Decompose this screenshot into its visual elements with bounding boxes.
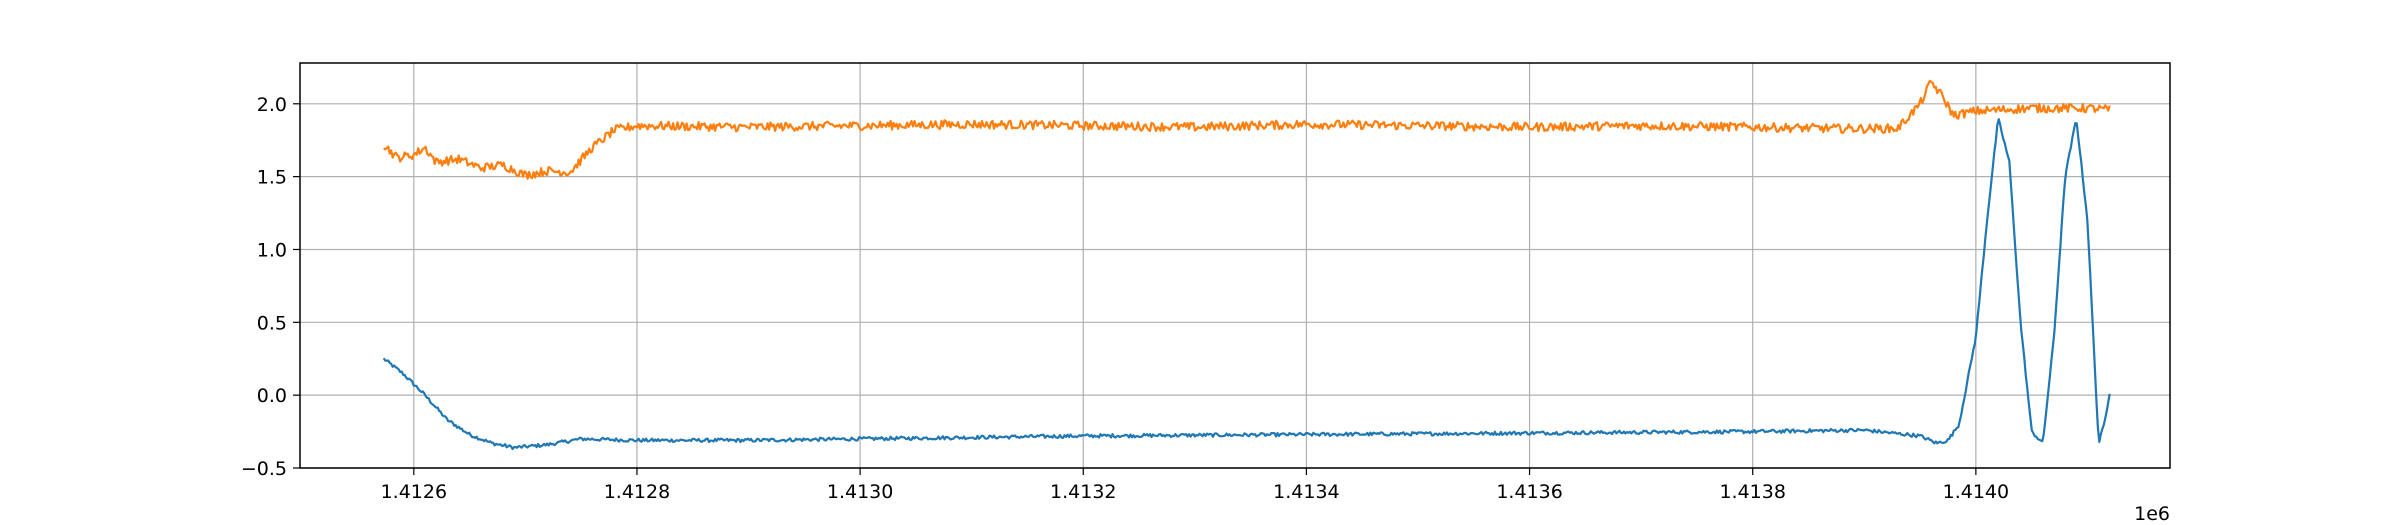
y-tick-label: 1.5 xyxy=(257,167,287,189)
series-line-2 xyxy=(383,79,2111,180)
x-tick-label: 1.4130 xyxy=(827,481,893,503)
x-tick-label: 1.4138 xyxy=(1719,481,1785,503)
plot-frame xyxy=(299,62,2171,469)
x-tick-label: 1.4132 xyxy=(1050,481,1116,503)
x-tick-label: 1.4134 xyxy=(1273,481,1339,503)
series-line-1 xyxy=(382,118,2111,451)
x-axis-offset-label: 1e6 xyxy=(2134,503,2170,525)
x-tick-label: 1.4128 xyxy=(604,481,670,503)
grid-lines xyxy=(300,63,2170,469)
x-tick-label: 1.4136 xyxy=(1496,481,1562,503)
x-tick-label: 1.4140 xyxy=(1943,481,2009,503)
y-tick-label: 0.0 xyxy=(257,385,287,407)
y-tick-label: 0.5 xyxy=(257,312,287,334)
y-tick-label: 1.0 xyxy=(257,239,287,261)
x-tick-label: 1.4126 xyxy=(381,481,447,503)
series-layer xyxy=(382,79,2111,451)
x-axis-ticks: 1.4126 1.4128 1.4130 1.4132 1.4134 1.4136 1.41… xyxy=(381,468,2009,503)
y-tick-label: −0.5 xyxy=(241,458,287,480)
y-axis-ticks: −0.5 0.0 0.5 1.0 1.5 2.0 xyxy=(241,94,300,480)
y-tick-label: 2.0 xyxy=(257,94,287,116)
